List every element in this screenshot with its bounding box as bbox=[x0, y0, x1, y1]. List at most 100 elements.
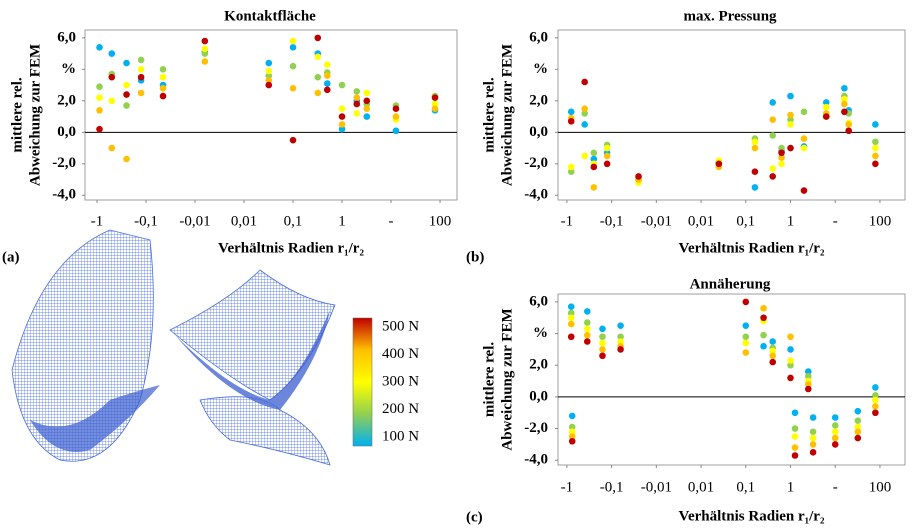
y-tick-label: 0,0 bbox=[529, 124, 548, 140]
point bbox=[617, 322, 624, 329]
x-tick-label: - bbox=[833, 479, 838, 495]
x-tick-label: -0,01 bbox=[641, 213, 672, 229]
point bbox=[96, 83, 103, 90]
point bbox=[568, 321, 575, 328]
point bbox=[760, 343, 767, 350]
x-tick-label: 0,1 bbox=[736, 213, 755, 229]
point bbox=[769, 132, 776, 139]
point bbox=[363, 90, 370, 97]
point bbox=[635, 173, 642, 180]
x-tick-label: -1 bbox=[561, 213, 574, 229]
point bbox=[872, 153, 879, 160]
point bbox=[872, 403, 879, 410]
chart-title: Kontaktfläche bbox=[224, 8, 316, 24]
y-tick-label: -4,0 bbox=[524, 187, 548, 203]
point bbox=[787, 93, 794, 100]
point bbox=[810, 428, 817, 435]
y-tick-label: 2,0 bbox=[57, 92, 76, 108]
panel-label: (a) bbox=[2, 249, 20, 265]
point bbox=[339, 121, 346, 128]
point bbox=[123, 82, 130, 89]
point bbox=[752, 145, 759, 152]
point bbox=[581, 121, 588, 128]
y-axis-label: Abweichung zur FEM bbox=[27, 44, 43, 186]
y-tick-label: % bbox=[533, 61, 548, 77]
point bbox=[810, 449, 817, 456]
point bbox=[339, 113, 346, 120]
point bbox=[801, 187, 808, 194]
panel-label: (c) bbox=[466, 509, 483, 525]
point bbox=[568, 164, 575, 171]
point bbox=[769, 359, 776, 366]
point bbox=[108, 74, 115, 81]
plot-frame bbox=[558, 294, 905, 465]
point bbox=[792, 444, 799, 451]
point bbox=[584, 332, 591, 339]
point bbox=[855, 435, 862, 442]
x-tick-label: 0,01 bbox=[688, 213, 714, 229]
point bbox=[810, 441, 817, 448]
point bbox=[591, 184, 598, 191]
point bbox=[801, 135, 808, 142]
point bbox=[160, 85, 167, 92]
point bbox=[599, 333, 606, 340]
point bbox=[769, 99, 776, 106]
point bbox=[324, 80, 331, 87]
y-tick-label: 0,0 bbox=[529, 388, 548, 404]
point bbox=[845, 127, 852, 134]
legend-label: 300 N bbox=[382, 373, 419, 389]
y-tick-label: 6,0 bbox=[57, 29, 76, 45]
point bbox=[872, 384, 879, 391]
point bbox=[581, 79, 588, 86]
point bbox=[96, 126, 103, 133]
point bbox=[805, 386, 812, 393]
point bbox=[584, 308, 591, 315]
point bbox=[265, 60, 272, 67]
point bbox=[872, 397, 879, 404]
point bbox=[265, 68, 272, 75]
point bbox=[769, 116, 776, 123]
point bbox=[855, 417, 862, 424]
point bbox=[160, 66, 167, 73]
point bbox=[832, 414, 839, 421]
y-tick-label: -4,0 bbox=[524, 452, 548, 468]
point bbox=[393, 105, 400, 112]
point bbox=[314, 74, 321, 81]
point bbox=[599, 346, 606, 353]
chart-title: max. Pressung bbox=[683, 8, 777, 24]
point bbox=[604, 160, 611, 167]
point bbox=[123, 102, 130, 109]
point bbox=[314, 90, 321, 97]
point bbox=[123, 156, 130, 163]
point bbox=[617, 346, 624, 353]
point bbox=[787, 145, 794, 152]
point bbox=[568, 109, 575, 116]
point bbox=[872, 160, 879, 167]
point bbox=[742, 340, 749, 347]
point bbox=[841, 85, 848, 92]
point bbox=[569, 438, 576, 445]
point bbox=[599, 326, 606, 333]
point bbox=[742, 349, 749, 356]
point bbox=[742, 333, 749, 340]
point bbox=[760, 332, 767, 339]
point bbox=[581, 105, 588, 112]
point bbox=[769, 165, 776, 172]
point bbox=[604, 145, 611, 152]
point bbox=[393, 127, 400, 134]
point bbox=[160, 93, 167, 100]
x-tick-label: 0,1 bbox=[284, 213, 303, 229]
y-tick-label: -2,0 bbox=[52, 155, 76, 171]
point bbox=[432, 94, 439, 101]
point bbox=[108, 98, 115, 105]
point bbox=[123, 60, 130, 67]
legend-label: 200 N bbox=[382, 401, 419, 417]
point bbox=[787, 121, 794, 128]
point bbox=[599, 352, 606, 359]
point bbox=[568, 314, 575, 321]
plot-frame bbox=[558, 30, 905, 200]
point bbox=[787, 357, 794, 364]
point bbox=[787, 112, 794, 119]
y-tick-label: -2,0 bbox=[524, 420, 548, 436]
x-tick-label: 1 bbox=[338, 213, 346, 229]
